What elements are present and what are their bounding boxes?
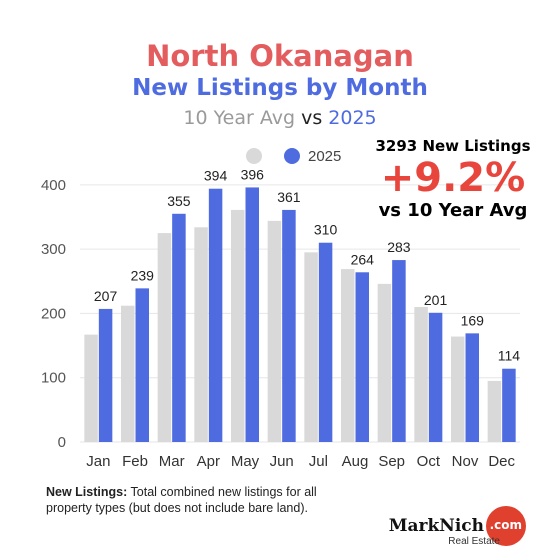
chart-subtitle: New Listings by Month [132, 75, 428, 101]
x-tick-label: Jan [86, 453, 110, 470]
x-tick-label: Dec [488, 453, 515, 470]
bar-2025 [502, 368, 516, 442]
y-tick-label: 0 [58, 434, 66, 451]
chart-legend: 2025 [246, 146, 341, 166]
data-label: 394 [204, 168, 228, 184]
bar-avg [121, 305, 135, 442]
legend-2025-label: 2025 [308, 147, 342, 165]
data-label: 355 [167, 193, 191, 209]
bar-2025 [392, 260, 406, 442]
bar-avg [341, 269, 355, 442]
footnote: New Listings: Total combined new listing… [46, 484, 346, 516]
bar-2025 [135, 288, 149, 442]
summary-callout: 3293 New Listings +9.2% vs 10 Year Avg [368, 136, 538, 222]
comparison-year-label: 2025 [328, 107, 377, 129]
y-tick-label: 100 [41, 370, 66, 387]
x-tick-label: Jun [270, 453, 294, 470]
footnote-label: New Listings: [46, 485, 128, 499]
bar-avg [414, 307, 428, 442]
bar-avg [451, 336, 465, 442]
callout-comparison: vs 10 Year Avg [378, 200, 528, 221]
legend-2025-swatch [284, 148, 300, 164]
comparison-line: 10 Year Avg vs 2025 [0, 105, 560, 131]
y-tick-label: 300 [41, 241, 66, 258]
bar-2025 [98, 308, 113, 442]
logo-circle [486, 506, 526, 546]
bar-2025 [208, 188, 223, 442]
bar-2025 [465, 333, 479, 442]
data-label: 239 [131, 267, 155, 283]
bar-avg [487, 380, 502, 442]
chart-title-block: North Okanagan New Listings by Month 10 … [0, 40, 560, 131]
bar-2025 [245, 187, 259, 442]
data-label: 207 [94, 288, 118, 304]
x-tick-label: May [231, 453, 260, 470]
bar-avg [267, 220, 282, 442]
data-label: 201 [424, 292, 448, 308]
data-label: 264 [351, 251, 375, 267]
x-tick-label: Jul [309, 453, 328, 470]
bar-chart: 0 100 200 300 400 207 Jan 239 Feb 355 Mar 394 Apr 396… [41, 166, 521, 470]
x-tick-label: Apr [197, 453, 220, 470]
legend-avg-swatch [246, 148, 262, 164]
data-label: 310 [314, 222, 338, 238]
x-tick-label: Aug [342, 453, 369, 470]
footnote-text: Total combined new listings for all prop… [46, 485, 317, 515]
callout-total: 3293 New Listings [375, 137, 531, 155]
comparison-avg-label: 10 Year Avg [183, 107, 296, 129]
y-tick-label: 400 [41, 177, 66, 194]
data-label: 169 [461, 312, 485, 328]
logo-name: MarkNich [388, 516, 484, 536]
y-tick-label: 200 [41, 305, 66, 322]
data-label: 114 [498, 348, 521, 364]
data-label: 283 [387, 239, 411, 255]
data-label: 396 [241, 166, 265, 182]
bar-2025 [282, 209, 296, 442]
bar-2025 [355, 272, 369, 442]
bar-avg [231, 209, 245, 442]
comparison-vs: vs [301, 107, 323, 129]
logo-tagline: Real Estate [448, 536, 500, 547]
bar-avg [304, 252, 318, 442]
bar-2025 [318, 242, 333, 442]
x-tick-label: Mar [159, 453, 185, 470]
callout-percent: +9.2% [380, 155, 526, 201]
x-tick-label: Nov [452, 453, 479, 470]
bar-2025 [428, 312, 443, 442]
x-tick-label: Feb [122, 453, 148, 470]
bar-avg [84, 334, 98, 442]
logo-domain: .com [489, 518, 522, 532]
bar-avg [157, 233, 172, 442]
chart-title: North Okanagan [146, 39, 414, 73]
bar-avg [377, 283, 392, 442]
x-tick-label: Sep [378, 453, 405, 470]
data-label: 361 [277, 189, 301, 205]
bar-2025 [172, 213, 186, 442]
x-tick-label: Oct [417, 453, 441, 470]
bar-avg [194, 227, 208, 442]
